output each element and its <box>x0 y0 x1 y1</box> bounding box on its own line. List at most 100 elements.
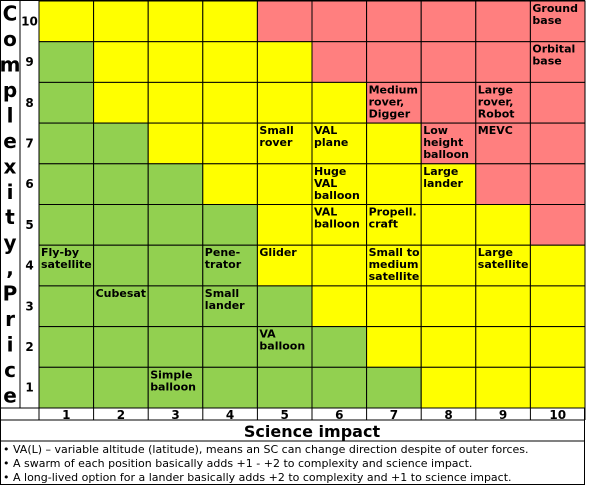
cell-label-line: VAL <box>314 124 337 137</box>
grid-cell <box>256 326 313 368</box>
column-label: 8 <box>444 408 452 422</box>
grid-cell <box>529 122 586 165</box>
cell-label-line: Simple <box>150 368 192 381</box>
cell-label-line: Glider <box>259 246 297 259</box>
grid-cell <box>38 366 95 409</box>
cell-label-line: satellite <box>369 270 420 283</box>
grid-cell <box>366 366 422 409</box>
row-label: 9 <box>25 55 33 69</box>
column-label: 2 <box>117 408 125 422</box>
grid-cell <box>93 41 149 83</box>
grid-cell <box>38 41 95 83</box>
column-label: 6 <box>335 408 343 422</box>
cell-label-line: Robot <box>478 107 515 120</box>
row-label: 10 <box>21 14 38 28</box>
cell-label-line: Ground <box>532 2 578 15</box>
grid-cell <box>475 41 531 83</box>
column-label: 3 <box>171 408 179 422</box>
cell-label: MEVC <box>478 124 513 137</box>
grid-cell <box>256 366 313 409</box>
grid-cell <box>529 163 586 206</box>
y-title-char: , <box>6 256 14 280</box>
grid-cell <box>38 163 95 206</box>
cell-label-line: Large <box>478 83 513 96</box>
cell-label: Cubesat <box>96 287 146 300</box>
grid-cell <box>529 204 586 246</box>
grid-cell <box>93 204 149 246</box>
grid-cell <box>529 326 586 368</box>
grid-cell <box>311 326 368 368</box>
grid-cell <box>202 204 258 246</box>
grid-cell <box>529 244 586 287</box>
grid-cell <box>93 163 149 206</box>
y-title-char: P <box>3 282 18 306</box>
cell-label-line: lander <box>423 177 463 190</box>
grid-cell <box>147 163 204 206</box>
y-title-char: c <box>4 358 16 382</box>
grid-cell <box>202 41 258 83</box>
grid-cell <box>256 285 313 328</box>
grid-cell <box>529 366 586 409</box>
y-title-char: x <box>4 154 17 178</box>
cell-label: Orbital base <box>532 43 575 68</box>
grid-cell <box>202 81 258 124</box>
footnote: • VA(L) – variable altitude (latitude), … <box>3 443 529 456</box>
grid-cell <box>420 41 477 83</box>
cell-label: Large rover, Robot <box>478 83 515 120</box>
grid-cell <box>38 204 95 246</box>
grid-cell <box>366 163 422 206</box>
y-title-char: p <box>3 78 17 102</box>
y-title-char: i <box>7 332 14 356</box>
grid-cell <box>256 244 313 287</box>
cell-label: Pene-trator <box>205 246 242 271</box>
column-label: 10 <box>549 408 566 422</box>
grid-cell <box>38 285 95 328</box>
row-label: 3 <box>25 299 33 313</box>
column-label: 1 <box>62 408 70 422</box>
grid-cell <box>475 163 531 206</box>
grid-cell <box>147 366 204 409</box>
grid-cell <box>202 0 258 43</box>
grid-cell <box>147 81 204 124</box>
row-label: 4 <box>25 259 33 273</box>
cell-label-line: rover, <box>369 95 405 108</box>
grid-cell <box>366 0 422 43</box>
grid-cell <box>147 41 204 83</box>
grid-cell <box>93 366 149 409</box>
cell-label-line: VA <box>259 328 276 341</box>
cell-label-line: medium <box>369 258 419 271</box>
cell-label-line: Cubesat <box>96 287 146 300</box>
cell-label-line: base <box>532 14 561 27</box>
y-title-char: l <box>7 103 14 127</box>
cell-label-line: Medium <box>369 83 418 96</box>
grid-cell <box>256 81 313 124</box>
grid-cell <box>147 204 204 246</box>
grid-cell <box>93 0 149 43</box>
grid-cell <box>38 244 95 287</box>
row-label: 5 <box>25 218 33 232</box>
cell-label: Large satellite <box>478 246 529 271</box>
grid-cell <box>420 0 477 43</box>
cell-label-line: MEVC <box>478 124 513 137</box>
cell-label-line: VAL <box>314 177 337 190</box>
grid-cell <box>475 204 531 246</box>
cell-label: Low height balloon <box>423 124 469 161</box>
grid-cell <box>311 163 368 206</box>
cell-label: VA balloon <box>259 328 305 353</box>
cell-label-line: plane <box>314 136 348 149</box>
cell-label: Small lander <box>205 287 245 312</box>
y-title-char: e <box>3 129 17 153</box>
column-label: 4 <box>226 408 234 422</box>
grid-cell <box>366 326 422 368</box>
column-label: 5 <box>281 408 289 422</box>
grid-cell <box>366 244 422 287</box>
grid-cell <box>529 0 586 43</box>
cell-label-line: Small <box>259 124 293 137</box>
cell-label-line: rover, <box>478 95 514 108</box>
grid-cell <box>420 81 477 124</box>
y-title-char: t <box>5 205 15 229</box>
cell-label-line: balloon <box>314 218 360 231</box>
grid-cell <box>420 122 477 165</box>
